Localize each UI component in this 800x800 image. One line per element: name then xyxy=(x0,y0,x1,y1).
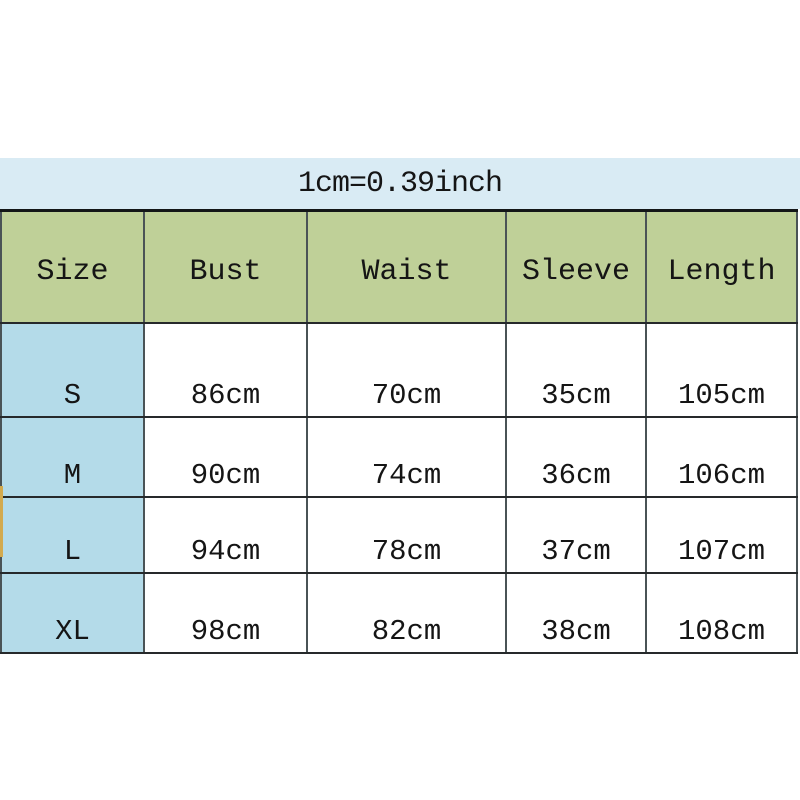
cell-xl-sleeve: 38cm xyxy=(505,572,647,654)
table-row-l: L 94cm 78cm 37cm 107cm xyxy=(0,496,798,574)
cell-s-bust: 86cm xyxy=(143,322,308,418)
cell-s-length: 105cm xyxy=(645,322,798,418)
cell-l-sleeve: 37cm xyxy=(505,496,647,574)
table-row-m: M 90cm 74cm 36cm 106cm xyxy=(0,416,798,498)
column-header-sleeve: Sleeve xyxy=(505,209,647,324)
table-row-xl: XL 98cm 82cm 38cm 108cm xyxy=(0,572,798,654)
row-label-l: L xyxy=(0,496,145,574)
conversion-note-banner: 1cm=0.39inch xyxy=(0,158,800,209)
cell-l-length: 107cm xyxy=(645,496,798,574)
cell-m-waist: 74cm xyxy=(306,416,507,498)
cell-m-length: 106cm xyxy=(645,416,798,498)
cell-l-waist: 78cm xyxy=(306,496,507,574)
left-edge-yellow-artifact xyxy=(0,486,3,557)
row-label-m: M xyxy=(0,416,145,498)
column-header-size: Size xyxy=(0,209,145,324)
row-label-s: S xyxy=(0,322,145,418)
size-chart-table: Size Bust Waist Sleeve Length S 86cm 70c… xyxy=(0,209,798,654)
header-row: Size Bust Waist Sleeve Length xyxy=(0,209,798,324)
cell-s-sleeve: 35cm xyxy=(505,322,647,418)
cell-l-bust: 94cm xyxy=(143,496,308,574)
cell-xl-length: 108cm xyxy=(645,572,798,654)
column-header-length: Length xyxy=(645,209,798,324)
column-header-waist: Waist xyxy=(306,209,507,324)
cell-xl-bust: 98cm xyxy=(143,572,308,654)
cell-s-waist: 70cm xyxy=(306,322,507,418)
cell-xl-waist: 82cm xyxy=(306,572,507,654)
cell-m-sleeve: 36cm xyxy=(505,416,647,498)
cell-m-bust: 90cm xyxy=(143,416,308,498)
conversion-note-text: 1cm=0.39inch xyxy=(297,166,503,201)
column-header-bust: Bust xyxy=(143,209,308,324)
table-row-s: S 86cm 70cm 35cm 105cm xyxy=(0,322,798,418)
row-label-xl: XL xyxy=(0,572,145,654)
